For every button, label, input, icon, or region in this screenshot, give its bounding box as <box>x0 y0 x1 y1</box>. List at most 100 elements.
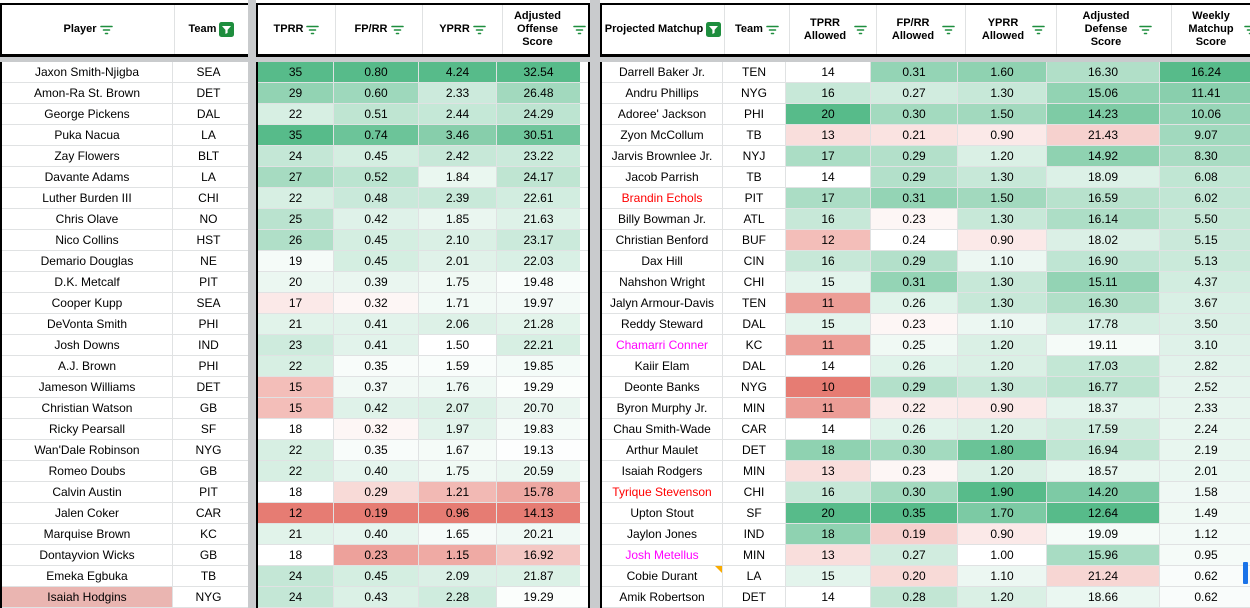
offense-score-cell[interactable]: 19.29 <box>497 587 580 607</box>
weekly-score-cell[interactable]: 5.15 <box>1160 230 1250 250</box>
filter-icon[interactable] <box>1244 24 1250 36</box>
tprr-allowed-cell[interactable]: 13 <box>786 545 871 565</box>
player-name-cell[interactable]: Josh Downs <box>2 335 173 355</box>
team-cell[interactable]: MIN <box>723 461 786 481</box>
column-header-yprr[interactable]: YPRR <box>423 5 503 54</box>
matchup-name-cell[interactable]: Brandin Echols <box>602 188 723 208</box>
team-cell[interactable]: ATL <box>723 209 786 229</box>
defense-score-cell[interactable]: 17.03 <box>1047 356 1160 376</box>
matchup-name-cell[interactable]: Christian Benford <box>602 230 723 250</box>
tprr-cell[interactable]: 18 <box>258 545 334 565</box>
fprr-allowed-cell[interactable]: 0.28 <box>871 587 958 607</box>
yprr-allowed-cell[interactable]: 1.50 <box>958 188 1047 208</box>
fprr-allowed-cell[interactable]: 0.22 <box>871 398 958 418</box>
team-cell[interactable]: PIT <box>199 275 218 289</box>
fprr-allowed-cell[interactable]: 0.19 <box>871 524 958 544</box>
fprr-cell[interactable]: 0.19 <box>334 503 419 523</box>
team-cell[interactable]: PIT <box>199 485 218 499</box>
tprr-cell[interactable]: 24 <box>258 146 334 166</box>
yprr-allowed-cell[interactable]: 1.10 <box>958 566 1047 586</box>
matchup-name-cell[interactable]: Jarvis Brownlee Jr. <box>602 146 723 166</box>
weekly-score-cell[interactable]: 8.30 <box>1160 146 1250 166</box>
yprr-allowed-cell[interactable]: 1.30 <box>958 167 1047 187</box>
fprr-cell[interactable]: 0.45 <box>334 146 419 166</box>
fprr-allowed-cell[interactable]: 0.23 <box>871 314 958 334</box>
team-cell[interactable]: LA <box>723 566 786 586</box>
filter-active-icon[interactable] <box>219 22 235 37</box>
yprr-allowed-cell[interactable]: 0.90 <box>958 230 1047 250</box>
fprr-allowed-cell[interactable]: 0.26 <box>871 419 958 439</box>
matchup-name-cell[interactable]: Kaiir Elam <box>602 356 723 376</box>
offense-score-cell[interactable]: 26.48 <box>497 83 580 103</box>
offense-score-cell[interactable]: 21.63 <box>497 209 580 229</box>
offense-score-cell[interactable]: 19.13 <box>497 440 580 460</box>
tprr-cell[interactable]: 22 <box>258 440 334 460</box>
tprr-allowed-cell[interactable]: 15 <box>786 314 871 334</box>
fprr-allowed-cell[interactable]: 0.30 <box>871 440 958 460</box>
tprr-allowed-cell[interactable]: 10 <box>786 377 871 397</box>
yprr-allowed-cell[interactable]: 1.20 <box>958 356 1047 376</box>
filter-icon[interactable] <box>766 24 779 36</box>
yprr-allowed-cell[interactable]: 1.10 <box>958 251 1047 271</box>
tprr-allowed-cell[interactable]: 17 <box>786 146 871 166</box>
defense-score-cell[interactable]: 17.78 <box>1047 314 1160 334</box>
weekly-score-cell[interactable]: 2.33 <box>1160 398 1250 418</box>
player-name-cell[interactable]: A.J. Brown <box>2 356 173 376</box>
weekly-score-cell[interactable]: 1.58 <box>1160 482 1250 502</box>
team-cell[interactable]: GB <box>199 464 218 478</box>
team-cell[interactable]: DAL <box>196 107 221 121</box>
defense-score-cell[interactable]: 18.09 <box>1047 167 1160 187</box>
fprr-cell[interactable]: 0.37 <box>334 377 419 397</box>
weekly-score-cell[interactable]: 1.49 <box>1160 503 1250 523</box>
tprr-cell[interactable]: 22 <box>258 188 334 208</box>
defense-score-cell[interactable]: 14.92 <box>1047 146 1160 166</box>
column-header-fprr[interactable]: FP/RR <box>336 5 423 54</box>
filter-icon[interactable] <box>573 24 586 36</box>
offense-score-cell[interactable]: 14.13 <box>497 503 580 523</box>
fprr-cell[interactable]: 0.51 <box>334 104 419 124</box>
yprr-cell[interactable]: 1.75 <box>419 272 497 292</box>
fprr-cell[interactable]: 0.32 <box>334 293 419 313</box>
matchup-name-cell[interactable]: Jaylon Jones <box>602 524 723 544</box>
team-cell[interactable]: TB <box>723 125 786 145</box>
tprr-allowed-cell[interactable]: 13 <box>786 461 871 481</box>
fprr-allowed-cell[interactable]: 0.26 <box>871 293 958 313</box>
matchup-name-cell[interactable]: Isaiah Rodgers <box>602 461 723 481</box>
yprr-cell[interactable]: 4.24 <box>419 62 497 82</box>
yprr-cell[interactable]: 2.06 <box>419 314 497 334</box>
player-name-cell[interactable]: Luther Burden III <box>2 188 173 208</box>
fprr-cell[interactable]: 0.40 <box>334 524 419 544</box>
team-cell[interactable]: SF <box>723 503 786 523</box>
fprr-allowed-cell[interactable]: 0.27 <box>871 545 958 565</box>
tprr-allowed-cell[interactable]: 18 <box>786 440 871 460</box>
team-cell[interactable]: LA <box>201 170 216 184</box>
team-cell[interactable]: TB <box>723 167 786 187</box>
player-name-cell[interactable]: Christian Watson <box>2 398 173 418</box>
defense-score-cell[interactable]: 16.59 <box>1047 188 1160 208</box>
tprr-cell[interactable]: 23 <box>258 335 334 355</box>
offense-score-cell[interactable]: 19.83 <box>497 419 580 439</box>
player-name-cell[interactable]: Davante Adams <box>2 167 173 187</box>
column-header-yprr-allowed[interactable]: YPRR Allowed <box>966 5 1057 54</box>
weekly-score-cell[interactable]: 0.62 <box>1160 587 1250 607</box>
yprr-allowed-cell[interactable]: 1.60 <box>958 62 1047 82</box>
fprr-cell[interactable]: 0.45 <box>334 566 419 586</box>
team-cell[interactable]: BUF <box>723 230 786 250</box>
defense-score-cell[interactable]: 14.20 <box>1047 482 1160 502</box>
tprr-allowed-cell[interactable]: 15 <box>786 272 871 292</box>
offense-score-cell[interactable]: 24.17 <box>497 167 580 187</box>
yprr-cell[interactable]: 1.85 <box>419 209 497 229</box>
fprr-cell[interactable]: 0.41 <box>334 314 419 334</box>
yprr-cell[interactable]: 2.42 <box>419 146 497 166</box>
fprr-cell[interactable]: 0.52 <box>334 167 419 187</box>
column-header-player[interactable]: Player <box>2 5 175 54</box>
tprr-allowed-cell[interactable]: 13 <box>786 125 871 145</box>
player-name-cell[interactable]: Dontayvion Wicks <box>2 545 173 565</box>
team-cell[interactable]: CIN <box>723 251 786 271</box>
player-name-cell[interactable]: DeVonta Smith <box>2 314 173 334</box>
defense-score-cell[interactable]: 18.02 <box>1047 230 1160 250</box>
weekly-score-cell[interactable]: 11.41 <box>1160 83 1250 103</box>
fprr-cell[interactable]: 0.35 <box>334 440 419 460</box>
filter-icon[interactable] <box>390 24 404 36</box>
player-name-cell[interactable]: Romeo Doubs <box>2 461 173 481</box>
